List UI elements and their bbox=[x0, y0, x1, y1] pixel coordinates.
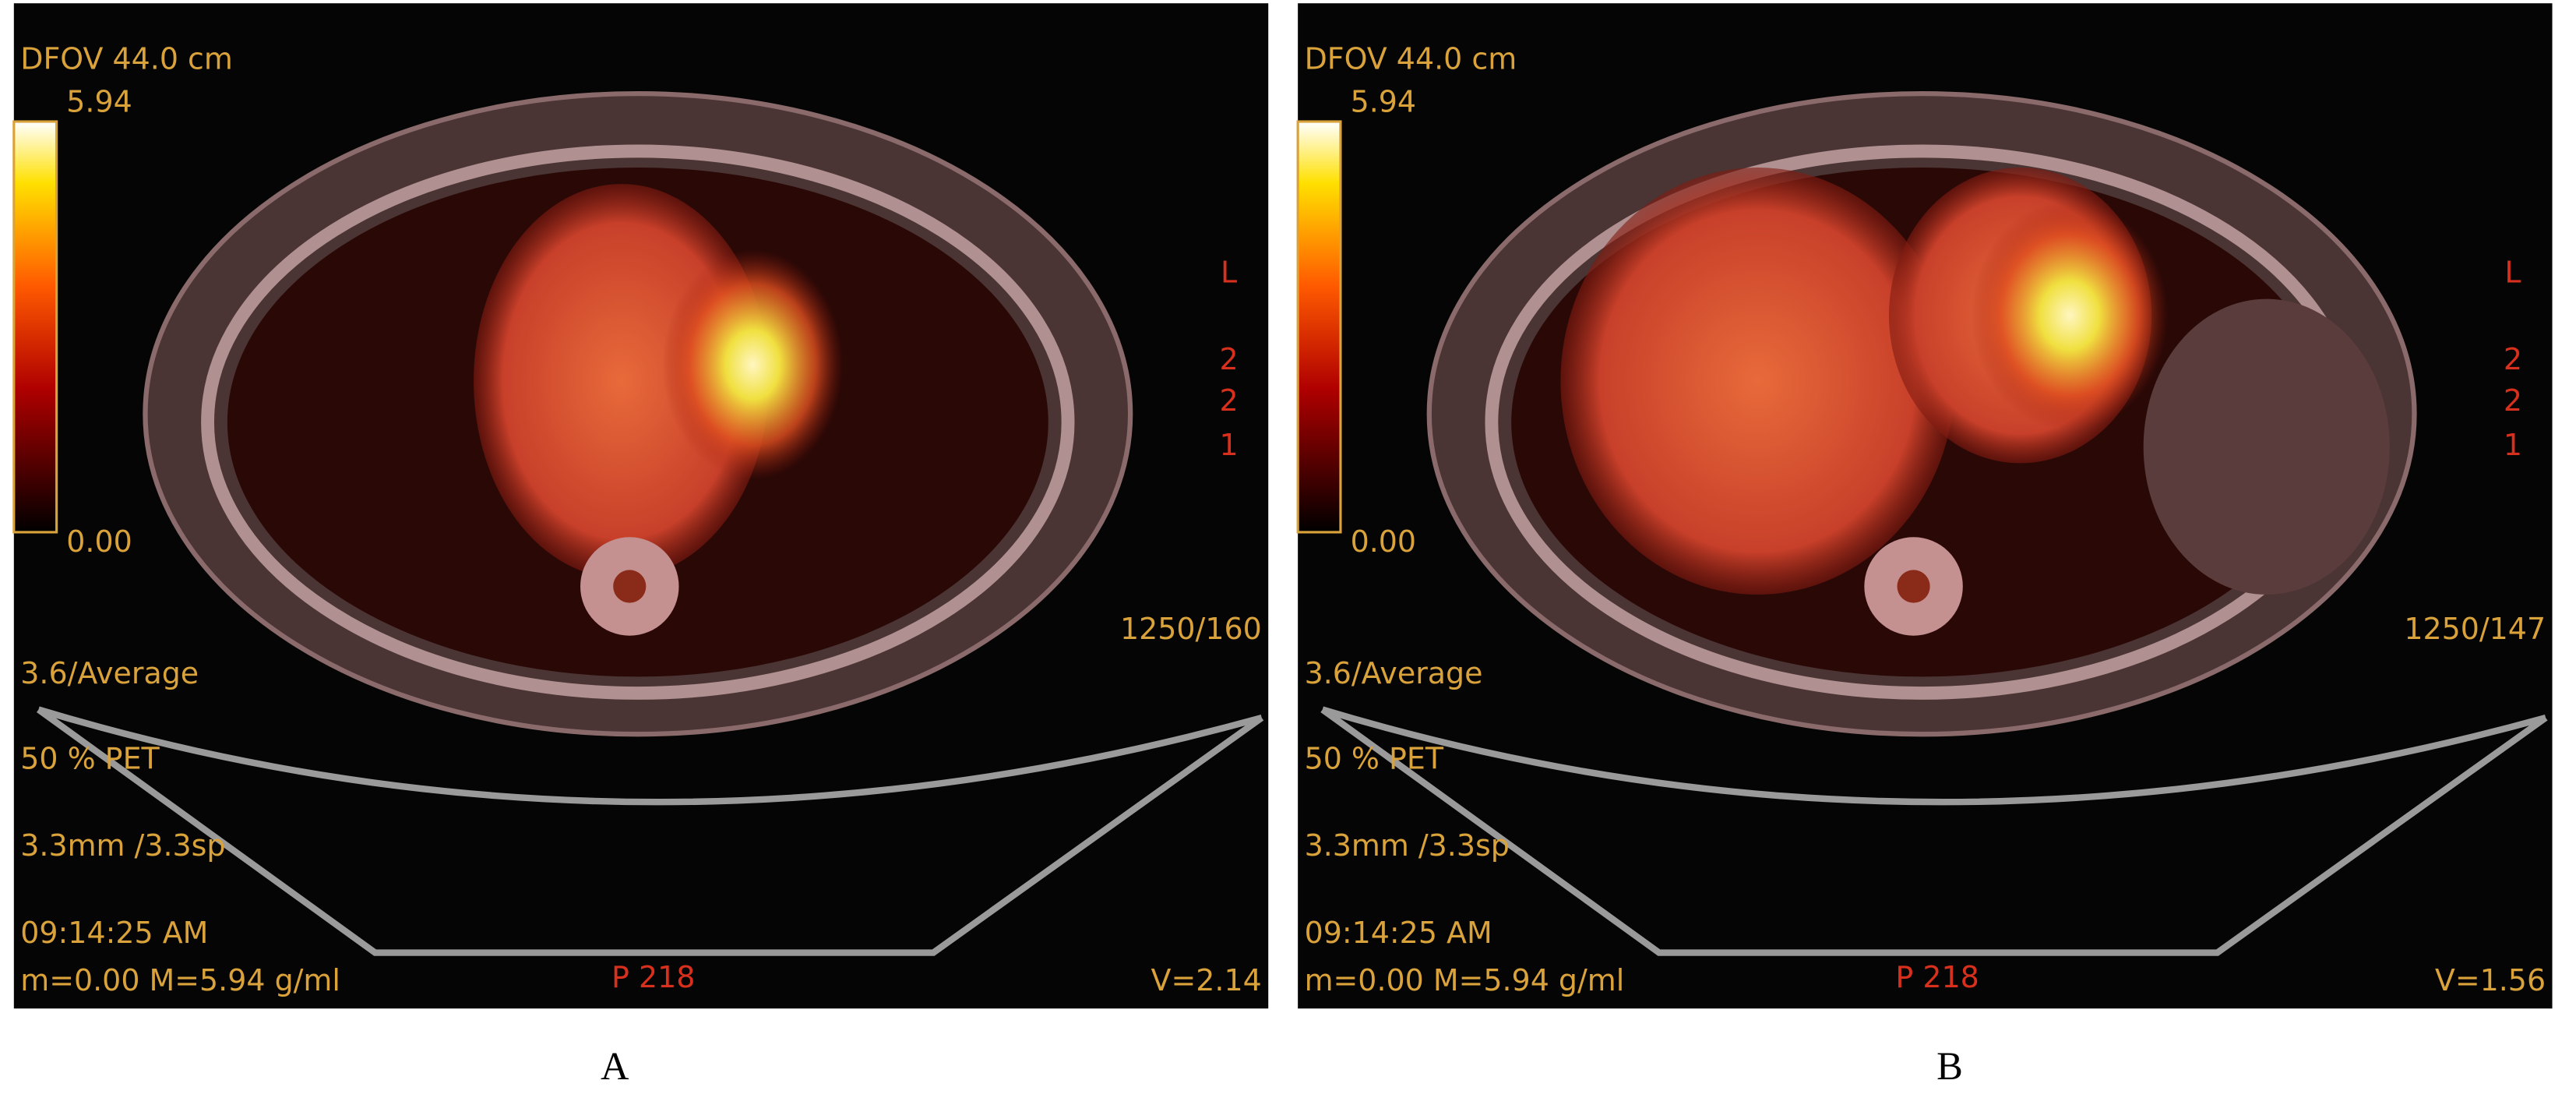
spinal-canal bbox=[1897, 570, 1930, 603]
color-scale-bar bbox=[1296, 120, 1342, 534]
overlay-slice: 3.3mm /3.3sp bbox=[20, 828, 225, 863]
overlay-time: 09:14:25 AM bbox=[20, 916, 208, 950]
overlay-dfov: DFOV 44.0 cm bbox=[1305, 42, 1517, 76]
overlay-orientation: 2 bbox=[2504, 383, 2522, 418]
uptake-region bbox=[2143, 298, 2390, 595]
overlay-orientation: 1 bbox=[2504, 428, 2522, 462]
uptake-region bbox=[662, 249, 844, 480]
overlay-orientation: 2 bbox=[1220, 383, 1239, 418]
overlay-orientation: 2 bbox=[2504, 342, 2522, 376]
overlay-suv-range: m=0.00 M=5.94 g/ml bbox=[20, 963, 340, 997]
overlay-suv-range: m=0.00 M=5.94 g/ml bbox=[1305, 963, 1625, 997]
overlay-orientation: 1 bbox=[1220, 428, 1239, 462]
overlay-window: 1250/160 bbox=[1120, 612, 1262, 646]
scan-panel: DFOV 44.0 cm 5.94 0.00 L 2 2 1 1250/147 3.6/Aver… bbox=[1296, 3, 2553, 1009]
scanner-table bbox=[36, 706, 1264, 956]
overlay-position: P 218 bbox=[1895, 960, 1979, 994]
overlay-dfov: DFOV 44.0 cm bbox=[20, 42, 233, 76]
overlay-scale-min: 0.00 bbox=[66, 524, 132, 559]
overlay-slice: 3.3mm /3.3sp bbox=[1305, 828, 1510, 863]
overlay-fusion: 50 % PET bbox=[20, 741, 160, 775]
uptake-region bbox=[1560, 167, 1955, 595]
overlay-fusion: 50 % PET bbox=[1305, 741, 1444, 775]
overlay-window: 1250/147 bbox=[2404, 612, 2546, 646]
panel-caption: B bbox=[1936, 1044, 1963, 1088]
overlay-position: P 218 bbox=[611, 960, 695, 994]
scan-panel: DFOV 44.0 cm 5.94 0.00 L 2 2 1 1250/160 3.6/Aver… bbox=[12, 3, 1269, 1009]
uptake-region bbox=[1971, 200, 2169, 431]
overlay-recon: 3.6/Average bbox=[1305, 656, 1483, 690]
panel-caption: A bbox=[601, 1044, 629, 1088]
spinal-canal bbox=[613, 570, 647, 603]
color-scale-bar bbox=[12, 120, 58, 534]
overlay-orientation: 2 bbox=[1220, 342, 1239, 376]
overlay-recon: 3.6/Average bbox=[20, 656, 199, 690]
overlay-scale-min: 0.00 bbox=[1351, 524, 1416, 559]
overlay-scale-max: 5.94 bbox=[1351, 84, 1416, 118]
scanner-table bbox=[1320, 706, 2548, 956]
overlay-scale-max: 5.94 bbox=[66, 84, 132, 118]
overlay-orientation: L bbox=[1221, 256, 1237, 290]
overlay-orientation: L bbox=[2504, 256, 2521, 290]
overlay-volume: V=2.14 bbox=[1151, 963, 1262, 997]
overlay-volume: V=1.56 bbox=[2435, 963, 2546, 997]
overlay-time: 09:14:25 AM bbox=[1305, 916, 1492, 950]
thorax-ribs bbox=[201, 144, 1075, 700]
